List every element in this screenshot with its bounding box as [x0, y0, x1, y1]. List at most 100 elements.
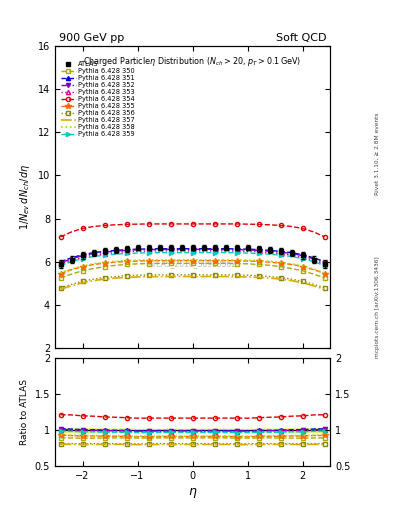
Pythia 6.428 355 [157, 258, 162, 264]
Pythia 6.428 358 [201, 257, 206, 263]
Pythia 6.428 358 [91, 261, 96, 267]
Pythia 6.428 351 [157, 246, 162, 252]
Pythia 6.428 354 [135, 221, 140, 227]
Line: Pythia 6.428 356: Pythia 6.428 356 [59, 273, 327, 290]
Pythia 6.428 358 [113, 258, 118, 264]
Pythia 6.428 354 [223, 221, 228, 227]
Pythia 6.428 353 [91, 252, 96, 258]
Pythia 6.428 359 [102, 252, 107, 258]
Pythia 6.428 353 [102, 250, 107, 257]
Pythia 6.428 357 [201, 273, 206, 280]
Pythia 6.428 351 [289, 249, 294, 255]
Pythia 6.428 350 [278, 264, 283, 270]
Pythia 6.428 359 [190, 249, 195, 255]
Pythia 6.428 359 [311, 259, 316, 265]
Line: Pythia 6.428 350: Pythia 6.428 350 [59, 261, 327, 280]
Pythia 6.428 352 [278, 249, 283, 255]
Pythia 6.428 353 [190, 248, 195, 254]
Pythia 6.428 359 [58, 263, 63, 269]
Pythia 6.428 352 [201, 246, 206, 252]
Pythia 6.428 353 [256, 249, 261, 255]
Pythia 6.428 350 [212, 260, 217, 266]
Pythia 6.428 358 [190, 257, 195, 263]
Pythia 6.428 354 [69, 229, 74, 235]
Pythia 6.428 352 [113, 248, 118, 254]
Pythia 6.428 352 [91, 250, 96, 257]
Pythia 6.428 350 [168, 260, 173, 266]
Pythia 6.428 357 [311, 283, 316, 289]
Pythia 6.428 356 [80, 278, 85, 284]
Line: Pythia 6.428 351: Pythia 6.428 351 [59, 247, 327, 264]
Pythia 6.428 350 [58, 275, 63, 281]
Pythia 6.428 352 [245, 247, 250, 253]
Pythia 6.428 358 [223, 257, 228, 263]
Pythia 6.428 356 [245, 272, 250, 279]
Pythia 6.428 353 [135, 248, 140, 254]
Pythia 6.428 355 [124, 259, 129, 265]
Line: Pythia 6.428 359: Pythia 6.428 359 [59, 250, 327, 268]
Pythia 6.428 350 [223, 260, 228, 266]
Pythia 6.428 359 [245, 250, 250, 256]
Pythia 6.428 353 [223, 248, 228, 254]
Pythia 6.428 358 [69, 266, 74, 272]
Pythia 6.428 351 [256, 246, 261, 252]
Pythia 6.428 350 [311, 271, 316, 277]
Pythia 6.428 359 [157, 249, 162, 255]
Line: Pythia 6.428 352: Pythia 6.428 352 [59, 247, 327, 265]
Pythia 6.428 350 [146, 261, 151, 267]
Pythia 6.428 350 [80, 268, 85, 274]
Pythia 6.428 359 [69, 259, 74, 265]
Pythia 6.428 355 [234, 258, 239, 264]
Pythia 6.428 356 [102, 274, 107, 281]
Pythia 6.428 350 [124, 262, 129, 268]
Pythia 6.428 351 [322, 259, 327, 265]
Pythia 6.428 351 [80, 252, 85, 258]
Pythia 6.428 350 [113, 262, 118, 268]
Pythia 6.428 358 [157, 257, 162, 263]
Pythia 6.428 351 [201, 246, 206, 252]
Pythia 6.428 355 [322, 270, 327, 276]
Pythia 6.428 354 [289, 223, 294, 229]
Pythia 6.428 351 [311, 254, 316, 261]
Line: Pythia 6.428 354: Pythia 6.428 354 [59, 222, 327, 239]
Pythia 6.428 357 [102, 276, 107, 282]
Pythia 6.428 352 [256, 247, 261, 253]
Pythia 6.428 350 [69, 271, 74, 277]
Pythia 6.428 358 [58, 270, 63, 276]
Pythia 6.428 350 [91, 266, 96, 272]
Pythia 6.428 353 [168, 248, 173, 254]
Pythia 6.428 357 [322, 286, 327, 292]
Pythia 6.428 356 [234, 272, 239, 278]
Pythia 6.428 354 [322, 234, 327, 240]
Pythia 6.428 354 [311, 229, 316, 235]
Pythia 6.428 357 [157, 273, 162, 280]
Pythia 6.428 357 [80, 280, 85, 286]
Pythia 6.428 354 [91, 223, 96, 229]
Pythia 6.428 350 [102, 264, 107, 270]
Pythia 6.428 357 [267, 275, 272, 281]
Text: Rivet 3.1.10, ≥ 2.8M events: Rivet 3.1.10, ≥ 2.8M events [375, 112, 380, 195]
Pythia 6.428 350 [289, 266, 294, 272]
Pythia 6.428 356 [179, 272, 184, 278]
Pythia 6.428 354 [80, 225, 85, 231]
Pythia 6.428 358 [267, 258, 272, 264]
Pythia 6.428 358 [168, 257, 173, 263]
Pythia 6.428 354 [179, 221, 184, 227]
Legend: ATLAS, Pythia 6.428 350, Pythia 6.428 351, Pythia 6.428 352, Pythia 6.428 353, P: ATLAS, Pythia 6.428 350, Pythia 6.428 35… [61, 61, 135, 138]
Pythia 6.428 356 [223, 272, 228, 278]
Pythia 6.428 355 [212, 258, 217, 264]
Pythia 6.428 352 [102, 249, 107, 255]
Pythia 6.428 351 [69, 254, 74, 261]
Pythia 6.428 356 [256, 272, 261, 279]
Pythia 6.428 355 [102, 260, 107, 266]
Pythia 6.428 350 [190, 260, 195, 266]
Line: Pythia 6.428 358: Pythia 6.428 358 [61, 260, 325, 273]
Pythia 6.428 353 [146, 248, 151, 254]
Pythia 6.428 354 [58, 234, 63, 240]
Line: Pythia 6.428 357: Pythia 6.428 357 [61, 276, 325, 289]
Pythia 6.428 354 [146, 221, 151, 227]
Pythia 6.428 353 [300, 254, 305, 261]
Pythia 6.428 359 [256, 250, 261, 257]
Pythia 6.428 356 [300, 278, 305, 284]
Pythia 6.428 359 [234, 250, 239, 256]
